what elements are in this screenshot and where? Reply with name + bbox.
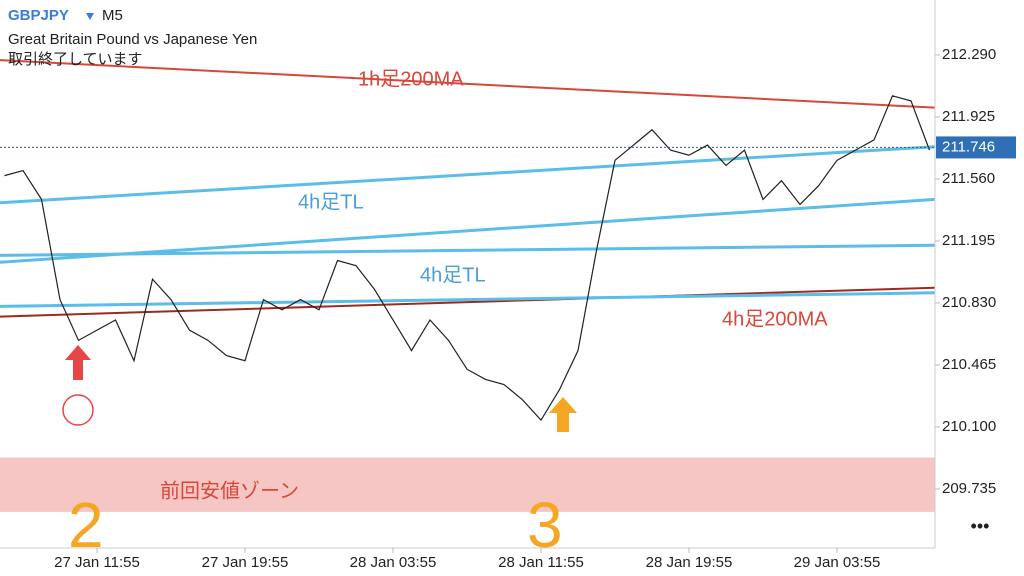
annotation: 4h足TL xyxy=(298,191,364,213)
annotation: 4h足TL xyxy=(420,264,486,286)
symbol[interactable]: GBPJPY xyxy=(8,7,69,24)
annotation: 1h足200MA xyxy=(358,68,464,90)
x-tick-label: 28 Jan 03:55 xyxy=(350,554,437,571)
overlay-line xyxy=(0,145,936,205)
price-line xyxy=(4,95,931,422)
zone xyxy=(0,457,935,512)
overlay-line xyxy=(0,59,936,109)
last-price-box xyxy=(936,136,1016,159)
annotation: 3 xyxy=(527,489,563,561)
y-tick-label: 209.735 xyxy=(942,480,996,497)
status: 取引終了しています xyxy=(8,51,143,68)
overlay-line xyxy=(0,286,936,318)
timeframe[interactable]: M5 xyxy=(102,7,123,24)
x-tick-label: 27 Jan 19:55 xyxy=(202,554,289,571)
arrow-up xyxy=(549,397,577,432)
annotation: 4h足200MA xyxy=(722,308,828,330)
y-tick-label: 210.100 xyxy=(942,418,996,435)
x-tick-label: 28 Jan 19:55 xyxy=(646,554,733,571)
x-tick-label: 29 Jan 03:55 xyxy=(794,554,881,571)
y-tick-label: 212.290 xyxy=(942,46,996,63)
menu-button[interactable]: ••• xyxy=(971,516,990,536)
last-price-label: 211.746 xyxy=(942,138,995,155)
annotation: 2 xyxy=(68,489,104,561)
y-tick-label: 211.560 xyxy=(942,170,995,187)
overlay-line xyxy=(0,243,936,257)
y-tick-label: 210.465 xyxy=(942,356,996,373)
overlay-line xyxy=(0,291,936,308)
x-tick-label: 27 Jan 11:55 xyxy=(54,554,140,571)
description: Great Britain Pound vs Japanese Yen xyxy=(8,31,257,48)
dropdown-icon[interactable] xyxy=(86,13,94,20)
x-tick-label: 28 Jan 11:55 xyxy=(498,554,584,571)
y-tick-label: 211.925 xyxy=(942,108,995,125)
circle-mark xyxy=(62,394,94,426)
plot-area xyxy=(0,59,936,512)
y-tick-label: 211.195 xyxy=(942,232,995,249)
annotation: 前回安値ゾーン xyxy=(160,479,299,502)
arrow-up xyxy=(65,345,91,380)
overlay-line xyxy=(0,197,936,264)
y-tick-label: 210.830 xyxy=(942,294,996,311)
